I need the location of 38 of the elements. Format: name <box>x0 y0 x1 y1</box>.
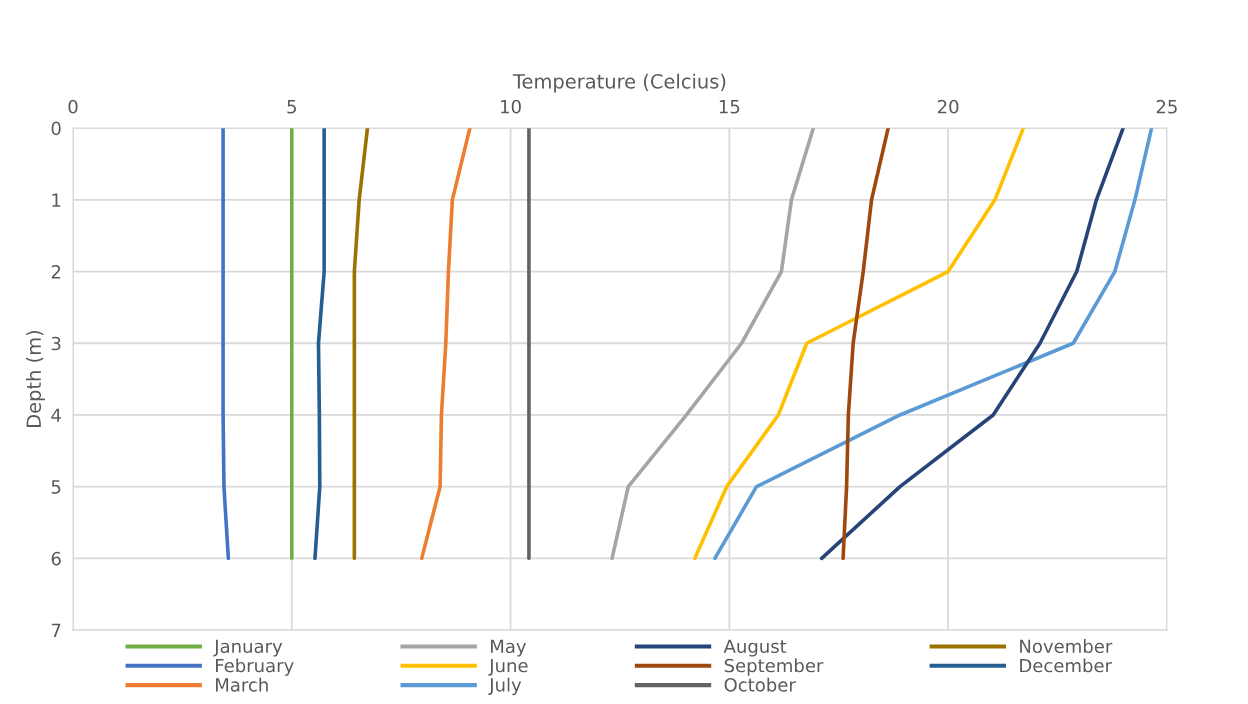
y-tick-label: 3 <box>51 336 61 351</box>
legend-label: October <box>724 677 796 692</box>
legend-label: August <box>723 639 787 657</box>
legend-label: July <box>488 677 522 696</box>
legend-label: February <box>216 658 294 676</box>
legend-label: December <box>1020 658 1112 673</box>
y-tick-label: 5 <box>51 480 61 494</box>
y-tick-label: 7 <box>51 623 61 637</box>
line-series <box>819 128 1125 561</box>
y-axis-title: Depth (m) <box>26 331 45 427</box>
legend-label: September <box>724 658 824 676</box>
x-tick-label: 15 <box>719 100 740 114</box>
y-tick-label: 4 <box>51 408 61 422</box>
y-tick-label: 2 <box>51 265 61 279</box>
x-axis-title: Temperature (Celcius) <box>512 73 726 93</box>
line-series <box>692 128 1026 561</box>
line-series <box>352 128 370 561</box>
line-series <box>221 128 231 561</box>
y-tick-label: 6 <box>51 551 61 566</box>
x-tick-label: 0 <box>68 99 78 114</box>
x-tick-label: 5 <box>287 100 296 114</box>
legend-label: March <box>216 677 268 692</box>
line-series <box>527 128 531 561</box>
y-tick-label: 1 <box>52 193 61 207</box>
line-series <box>713 128 1154 561</box>
x-tick-label: 20 <box>937 99 959 114</box>
line-series <box>419 128 472 561</box>
legend-label: June <box>488 658 528 676</box>
legend-label: November <box>1020 639 1113 654</box>
line-series <box>610 128 816 561</box>
legend-label: January <box>213 639 283 657</box>
line-series <box>289 128 294 561</box>
x-tick-label: 25 <box>1156 99 1177 114</box>
legend-label: May <box>491 639 527 657</box>
x-tick-label: 10 <box>501 99 521 114</box>
line-series <box>313 128 326 561</box>
y-tick-label: 0 <box>51 121 61 136</box>
line-series <box>841 128 890 561</box>
